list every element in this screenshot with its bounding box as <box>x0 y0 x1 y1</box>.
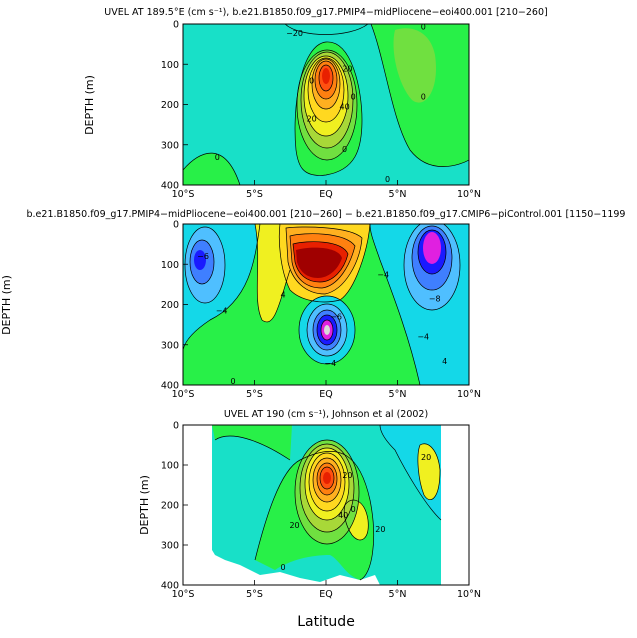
panel1-contour-label: 0 <box>421 92 426 101</box>
panel1-green-sw <box>183 153 240 185</box>
x-axis-label: Latitude <box>297 614 355 630</box>
panel1-ytick-label: 0 <box>173 20 179 31</box>
panel2-ytick-label: 300 <box>161 340 179 351</box>
panel1-contour-label: −20 <box>286 29 303 38</box>
panel1-contour-label: 0 <box>385 175 390 184</box>
panel2-neg-peak <box>324 325 330 335</box>
panel1-contour-labels: −20 0 20 40 20 0 0 0 0 0 0 <box>215 22 426 184</box>
panel3-contour-labels: 0 20 40 20 20 20 0 <box>281 453 432 572</box>
panel1-jet-80 <box>322 68 330 84</box>
panel2-ytick-label: 400 <box>161 381 179 392</box>
panel1-contour-label: 20 <box>342 64 352 73</box>
panel2-contour-labels: −6 −4 4 −6 −4 −4 −8 −4 4 0 <box>197 252 447 386</box>
panel1-contour-label: 0 <box>342 145 347 154</box>
panel3-xtick-label: EQ <box>319 589 332 600</box>
panel3-contour-plot <box>183 425 469 585</box>
panel3-ytick-label: 200 <box>161 501 179 512</box>
panel1-xtick-label: 10°S <box>172 189 195 200</box>
panel3-contour-label: 20 <box>342 471 352 480</box>
panel1-contour-label: 0 <box>421 22 426 31</box>
panel3-title: UVEL AT 190 (cm s⁻¹), Johnson et al (200… <box>224 409 428 420</box>
panel3-xtick-label: 10°S <box>172 589 195 600</box>
panel1-contour-label: 40 <box>339 103 349 112</box>
panel3-ytick-label: 300 <box>161 541 179 552</box>
panel1-title: UVEL AT 189.5°E (cm s⁻¹), b.e21.B1850.f0… <box>104 7 547 18</box>
panel3-contour-label: 20 <box>375 525 385 534</box>
panel2-contour-label: 4 <box>442 357 447 366</box>
panel1-xtick-label: 5°N <box>389 189 407 200</box>
panel2-ytick-label: 200 <box>161 300 179 311</box>
panel2-ylabel: DEPTH (m) <box>0 275 13 335</box>
panel3-xtick-label: 10°N <box>457 589 481 600</box>
panel1-xtick-label: 10°N <box>457 189 481 200</box>
panel2-contour-label: 4 <box>281 290 286 299</box>
panel3-xtick-label: 5°S <box>246 589 263 600</box>
panel2-contour-plot <box>183 224 469 385</box>
panel3-contour-label: 20 <box>421 453 431 462</box>
panel2-mag-east <box>423 232 441 264</box>
panel2-contour-label: −4 <box>216 307 228 316</box>
panel1-ytick-label: 200 <box>161 100 179 111</box>
panel2-ytick-label: 100 <box>161 260 179 271</box>
panel3-ytick-label: 100 <box>161 461 179 472</box>
panel3-yellow-ne <box>417 443 440 500</box>
panel1-contour-label: 0 <box>309 76 314 85</box>
panel2-blue-west-peak <box>194 250 206 270</box>
panel3-ytick-label: 400 <box>161 581 179 592</box>
panel1-contour-label: 0 <box>215 153 220 162</box>
panel2-ytick-label: 0 <box>173 220 179 231</box>
panel2-contour-label: −4 <box>377 270 389 279</box>
panel1-ytick-label: 400 <box>161 181 179 192</box>
panel1-ytick-label: 300 <box>161 140 179 151</box>
panel3-contour-label: 40 <box>338 511 348 520</box>
panel2-xtick-label: EQ <box>319 389 332 400</box>
panel2-xtick-label: 5°S <box>246 389 263 400</box>
panel2-contour-label: −4 <box>417 333 429 342</box>
panel2-contour-label: −4 <box>324 359 336 368</box>
panel1-contour-label: 0 <box>351 92 356 101</box>
panel3-xtick-label: 5°N <box>389 589 407 600</box>
panel1-ylabel: DEPTH (m) <box>83 75 96 135</box>
panel3-jet-80 <box>323 472 331 484</box>
panel2-contour-label: −6 <box>197 252 209 261</box>
panel1-green-core <box>393 28 436 103</box>
panel2-xtick-label: 10°N <box>457 389 481 400</box>
panel1-contour-plot <box>183 24 469 185</box>
panel3-contour-label: 0 <box>351 505 356 514</box>
panel3-contour-label: 20 <box>289 521 299 530</box>
panel1-ytick-label: 100 <box>161 60 179 71</box>
panel2-contour-label: −6 <box>330 313 342 322</box>
panel3-green-nw <box>212 425 292 460</box>
panel2-xtick-label: 10°S <box>172 389 195 400</box>
panel1-xtick-label: EQ <box>319 189 332 200</box>
panel3-ylabel: DEPTH (m) <box>138 475 151 535</box>
panel3-contour-label: 0 <box>281 563 286 572</box>
panel2-contour-label: −8 <box>429 294 441 303</box>
panel2-contour-label: 0 <box>231 377 236 386</box>
panel2-xtick-label: 5°N <box>389 389 407 400</box>
panel2-pos-18 <box>296 247 342 278</box>
panel3-ytick-label: 0 <box>173 421 179 432</box>
panel1-contour-label: 20 <box>307 115 317 124</box>
panel1-xtick-label: 5°S <box>246 189 263 200</box>
panel2-title: b.e21.B1850.f09_g17.PMIP4−midPliocene−eo… <box>27 209 626 220</box>
